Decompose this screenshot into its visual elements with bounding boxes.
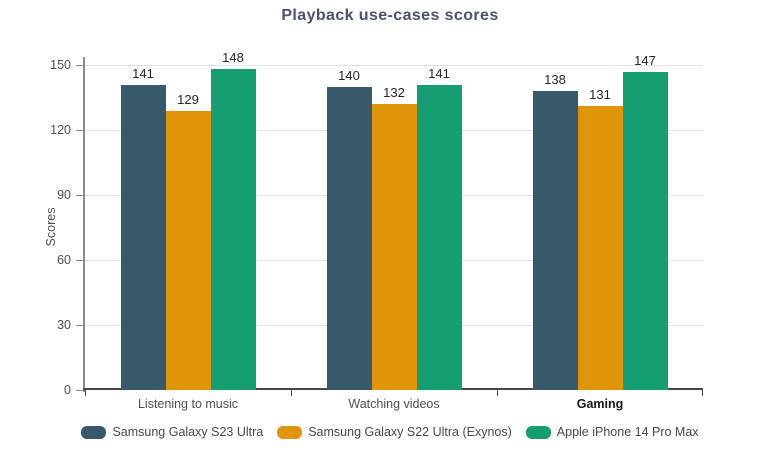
y-axis-title: Scores: [44, 207, 58, 247]
x-axis-category-label: Listening to music: [137, 397, 239, 411]
y-axis-tick-label: 60: [57, 253, 71, 267]
chart-title: Playback use-cases scores: [281, 7, 499, 24]
legend-label: Apple iPhone 14 Pro Max: [556, 425, 699, 439]
bar-2-3[interactable]: [416, 84, 462, 390]
bar-1-3[interactable]: [210, 69, 256, 390]
bar-value-label: 140: [338, 67, 360, 83]
y-axis-tick: [76, 129, 85, 131]
legend: Samsung Galaxy S23 Ultra Samsung Galaxy S…: [0, 425, 780, 439]
y-axis-tick: [76, 194, 85, 196]
legend-swatch: [277, 425, 303, 439]
bar-value-label: 148: [222, 50, 244, 66]
y-axis-tick-label: 90: [57, 188, 71, 202]
y-axis-line: [83, 57, 85, 392]
x-axis-tick: [291, 390, 292, 396]
y-axis-tick: [76, 324, 85, 326]
bar-value-label: 131: [589, 87, 611, 103]
bar-value-label: 132: [383, 85, 405, 100]
legend-swatch: [525, 425, 551, 439]
x-axis-category-label: Watching videos: [348, 397, 440, 411]
legend-item-1[interactable]: Samsung Galaxy S23 Ultra: [81, 425, 263, 439]
y-axis-tick-label: 0: [64, 383, 71, 397]
legend-label: Samsung Galaxy S22 Ultra (Exynos): [308, 425, 512, 439]
bar-value-label: 138: [544, 72, 566, 87]
y-axis-tick: [76, 64, 85, 66]
legend-swatch: [81, 425, 107, 439]
legend-item-3[interactable]: Apple iPhone 14 Pro Max: [525, 425, 699, 439]
legend-item-2[interactable]: Samsung Galaxy S22 Ultra (Exynos): [277, 425, 512, 439]
y-gridline: [85, 64, 703, 66]
x-axis-tick: [702, 390, 703, 396]
x-axis-tick: [85, 390, 86, 396]
bar-value-label: 147: [634, 52, 656, 68]
x-axis-tick: [497, 390, 498, 396]
bar-1-1[interactable]: [120, 84, 166, 390]
bar-3-3[interactable]: [622, 71, 668, 390]
y-axis-tick-label: 120: [50, 123, 71, 137]
bar-2-1[interactable]: [326, 86, 372, 390]
bar-value-label: 141: [428, 65, 450, 81]
y-axis-tick: [76, 389, 85, 391]
bar-1-2[interactable]: [165, 110, 211, 390]
y-axis-tick-label: 150: [50, 58, 71, 72]
plot-area: 0 30 60 90 120 150 Listening to music 141 129 148…: [50, 50, 703, 411]
x-axis-category-label: Gaming: [576, 397, 624, 411]
legend-label: Samsung Galaxy S23 Ultra: [112, 425, 264, 439]
bar-value-label: 141: [132, 65, 154, 81]
bar-3-1[interactable]: [532, 91, 578, 390]
bar-3-2[interactable]: [577, 106, 623, 390]
bar-value-label: 129: [177, 91, 199, 107]
y-axis-tick: [76, 259, 85, 261]
y-axis-tick-label: 30: [57, 318, 71, 332]
bar-2-2[interactable]: [371, 104, 417, 390]
